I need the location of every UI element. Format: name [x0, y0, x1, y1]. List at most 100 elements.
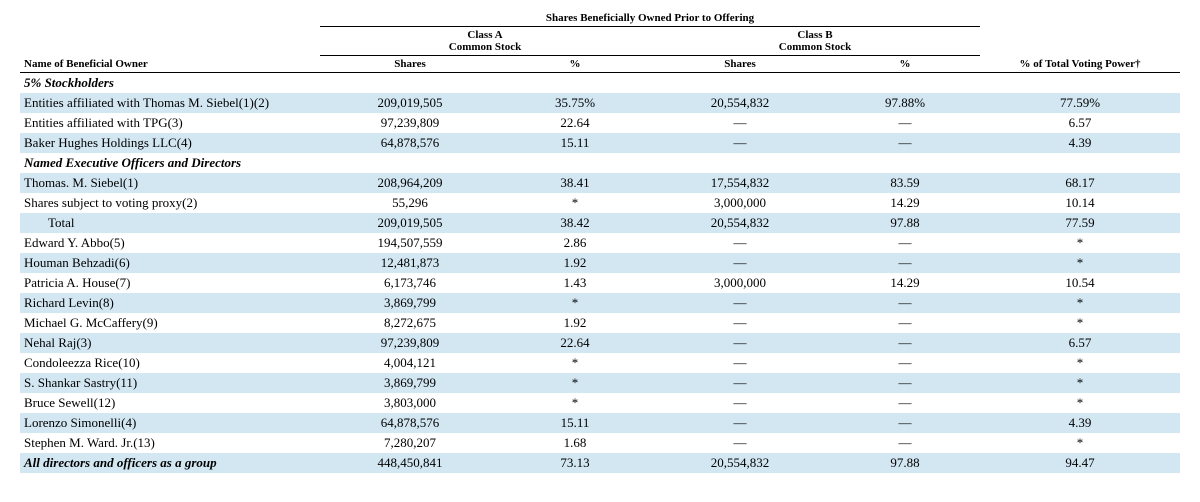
- owner-name: Bruce Sewell(12): [20, 393, 320, 413]
- table-row: Shares subject to voting proxy(2)55,296*…: [20, 193, 1180, 213]
- owner-name: S. Shankar Sastry(11): [20, 373, 320, 393]
- class-a-pct: 38.42: [500, 213, 650, 233]
- owner-name: Edward Y. Abbo(5): [20, 233, 320, 253]
- class-a-shares: 64,878,576: [320, 413, 500, 433]
- class-a-pct: *: [500, 293, 650, 313]
- class-a-shares: 209,019,505: [320, 213, 500, 233]
- class-b-shares: 20,554,832: [650, 213, 830, 233]
- totals-b_sh: 20,554,832: [650, 453, 830, 473]
- owner-name: Shares subject to voting proxy(2): [20, 193, 320, 213]
- table-row: Thomas. M. Siebel(1)208,964,20938.4117,5…: [20, 173, 1180, 193]
- col-a-shares: Shares: [320, 56, 500, 73]
- table-row: Michael G. McCaffery(9)8,272,6751.92——*: [20, 313, 1180, 333]
- class-b-pct: —: [830, 353, 980, 373]
- voting-power: 4.39: [980, 133, 1180, 153]
- class-b-shares: 3,000,000: [650, 193, 830, 213]
- class-b-pct: 97.88: [830, 213, 980, 233]
- table-row: Bruce Sewell(12)3,803,000*——*: [20, 393, 1180, 413]
- class-b-pct: —: [830, 313, 980, 333]
- owner-name: Michael G. McCaffery(9): [20, 313, 320, 333]
- class-a-pct: 35.75%: [500, 93, 650, 113]
- voting-power: 77.59: [980, 213, 1180, 233]
- class-a-pct: 38.41: [500, 173, 650, 193]
- class-b-pct: 97.88%: [830, 93, 980, 113]
- class-a-shares: 3,869,799: [320, 293, 500, 313]
- class-a-pct: 15.11: [500, 133, 650, 153]
- class-a-shares: 64,878,576: [320, 133, 500, 153]
- class-a-pct: *: [500, 353, 650, 373]
- class-b-shares: 3,000,000: [650, 273, 830, 293]
- table-row: Houman Behzadi(6)12,481,8731.92——*: [20, 253, 1180, 273]
- class-b-pct: —: [830, 373, 980, 393]
- ownership-table: Shares Beneficially Owned Prior to Offer…: [20, 10, 1180, 473]
- class-a-pct: 2.86: [500, 233, 650, 253]
- table-row: Edward Y. Abbo(5)194,507,5592.86——*: [20, 233, 1180, 253]
- class-b-shares: 20,554,832: [650, 93, 830, 113]
- voting-power: *: [980, 373, 1180, 393]
- voting-power: *: [980, 353, 1180, 373]
- section-label: Named Executive Officers and Directors: [20, 153, 1180, 173]
- voting-power: 10.54: [980, 273, 1180, 293]
- section-label: 5% Stockholders: [20, 73, 1180, 94]
- class-b-shares: —: [650, 113, 830, 133]
- voting-power: *: [980, 233, 1180, 253]
- owner-name: Richard Levin(8): [20, 293, 320, 313]
- totals-b_pct: 97.88: [830, 453, 980, 473]
- voting-power: 6.57: [980, 333, 1180, 353]
- class-a-shares: 3,803,000: [320, 393, 500, 413]
- totals-row: All directors and officers as a group448…: [20, 453, 1180, 473]
- voting-power: 6.57: [980, 113, 1180, 133]
- table-row: Entities affiliated with TPG(3)97,239,80…: [20, 113, 1180, 133]
- class-b-shares: —: [650, 413, 830, 433]
- owner-name: Stephen M. Ward. Jr.(13): [20, 433, 320, 453]
- class-a-pct: 22.64: [500, 333, 650, 353]
- class-b-shares: —: [650, 433, 830, 453]
- class-a-shares: 55,296: [320, 193, 500, 213]
- class-a-pct: 1.92: [500, 253, 650, 273]
- class-a-shares: 4,004,121: [320, 353, 500, 373]
- section-row: 5% Stockholders: [20, 73, 1180, 94]
- voting-power: *: [980, 313, 1180, 333]
- owner-name: Patricia A. House(7): [20, 273, 320, 293]
- voting-power: *: [980, 393, 1180, 413]
- section-row: Named Executive Officers and Directors: [20, 153, 1180, 173]
- voting-power: 4.39: [980, 413, 1180, 433]
- class-b-pct: —: [830, 253, 980, 273]
- class-b-pct: —: [830, 293, 980, 313]
- class-a-shares: 8,272,675: [320, 313, 500, 333]
- owner-name: Entities affiliated with Thomas M. Siebe…: [20, 93, 320, 113]
- class-b-shares: —: [650, 333, 830, 353]
- table-row: Entities affiliated with Thomas M. Siebe…: [20, 93, 1180, 113]
- totals-a_sh: 448,450,841: [320, 453, 500, 473]
- class-b-pct: —: [830, 413, 980, 433]
- class-b-pct: —: [830, 433, 980, 453]
- class-a-shares: 12,481,873: [320, 253, 500, 273]
- class-a-pct: 22.64: [500, 113, 650, 133]
- class-a-shares: 6,173,746: [320, 273, 500, 293]
- class-a-shares: 3,869,799: [320, 373, 500, 393]
- class-b-shares: —: [650, 313, 830, 333]
- owner-name: Nehal Raj(3): [20, 333, 320, 353]
- voting-power: 10.14: [980, 193, 1180, 213]
- class-b-shares: 17,554,832: [650, 173, 830, 193]
- table-row: Nehal Raj(3)97,239,80922.64——6.57: [20, 333, 1180, 353]
- voting-power: 68.17: [980, 173, 1180, 193]
- owner-name: Baker Hughes Holdings LLC(4): [20, 133, 320, 153]
- class-b-pct: 14.29: [830, 273, 980, 293]
- owner-name: Entities affiliated with TPG(3): [20, 113, 320, 133]
- table-row: Baker Hughes Holdings LLC(4)64,878,57615…: [20, 133, 1180, 153]
- class-a-shares: 208,964,209: [320, 173, 500, 193]
- owner-name: Lorenzo Simonelli(4): [20, 413, 320, 433]
- voting-power: 77.59%: [980, 93, 1180, 113]
- class-a-pct: 15.11: [500, 413, 650, 433]
- table-body: 5% StockholdersEntities affiliated with …: [20, 73, 1180, 474]
- table-row: Condoleezza Rice(10)4,004,121*——*: [20, 353, 1180, 373]
- col-a-pct: %: [500, 56, 650, 73]
- voting-power: *: [980, 253, 1180, 273]
- class-b-shares: —: [650, 393, 830, 413]
- voting-power: *: [980, 433, 1180, 453]
- header-spanner: Shares Beneficially Owned Prior to Offer…: [320, 10, 980, 27]
- col-b-shares: Shares: [650, 56, 830, 73]
- class-a-pct: *: [500, 193, 650, 213]
- class-b-pct: —: [830, 133, 980, 153]
